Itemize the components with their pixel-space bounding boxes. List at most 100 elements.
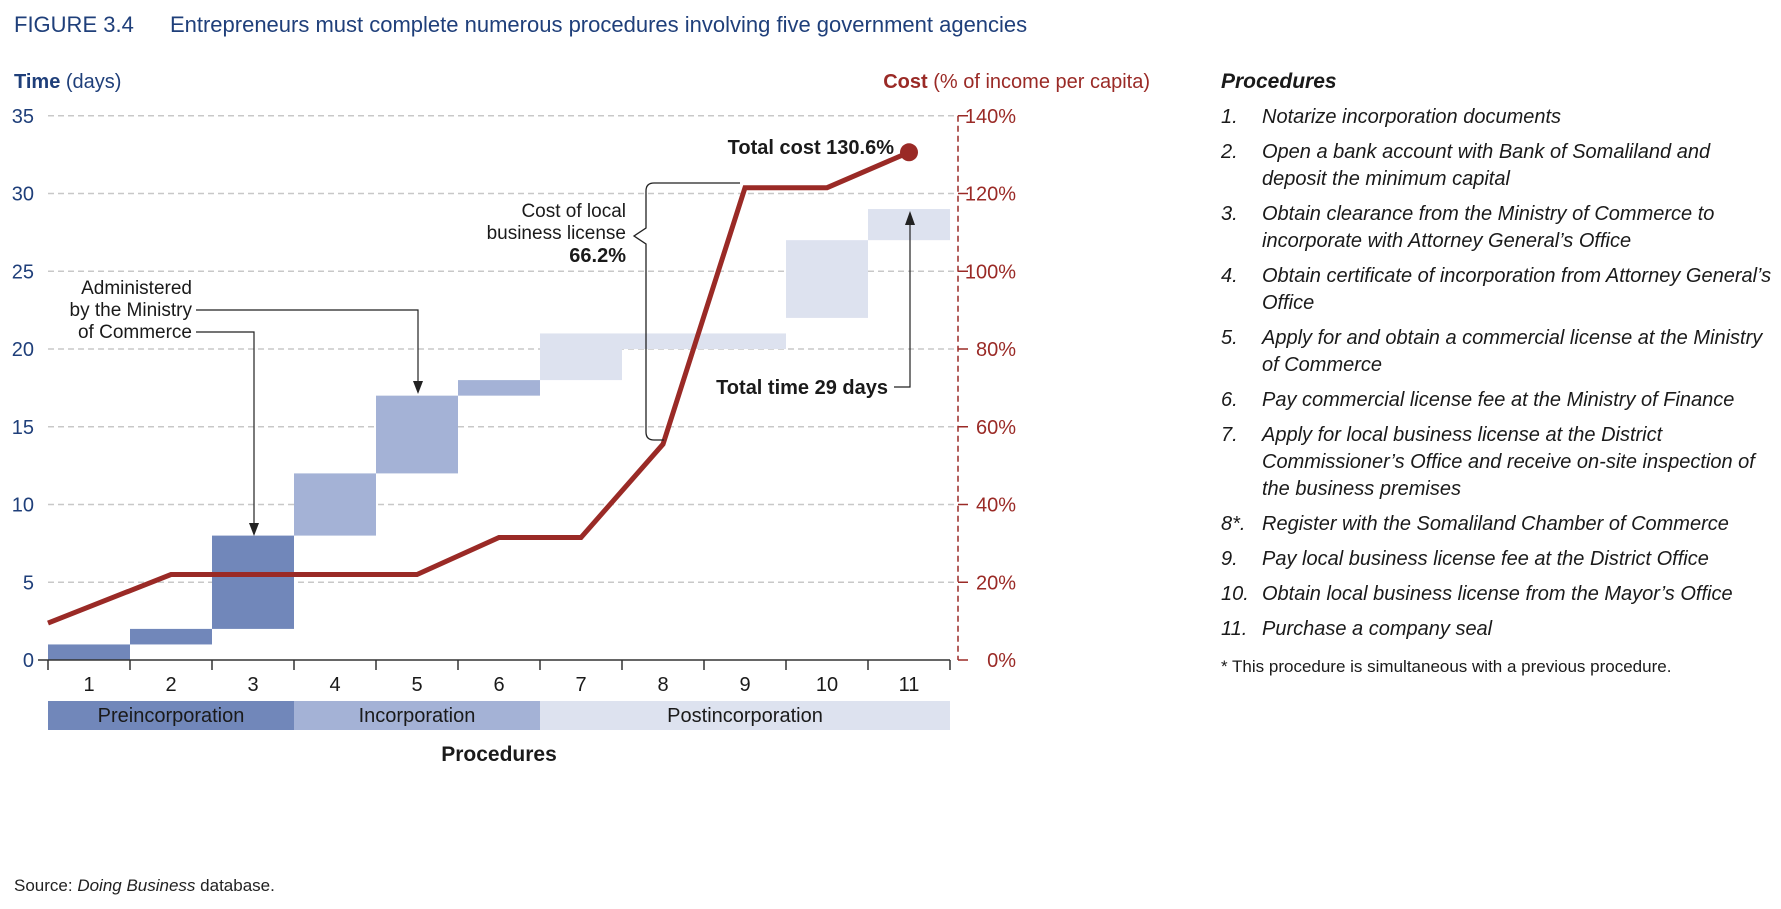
procedure-text: Open a bank account with Bank of Somalil… xyxy=(1262,141,1711,190)
x-tick-label: 1 xyxy=(83,674,94,696)
local-license-annotation-text: Cost of local xyxy=(521,201,626,222)
procedure-number: 4. xyxy=(1221,265,1238,287)
left-axis-title-bold: Time xyxy=(14,71,61,93)
time-tick-label: 35 xyxy=(12,106,34,128)
total-time-leader xyxy=(894,222,911,388)
procedure-item: 1. Notarize incorporation documents xyxy=(1221,104,1773,131)
procedure-number: 5. xyxy=(1221,327,1238,349)
local-license-annotation-text: business license xyxy=(487,223,626,244)
procedure-number: 11. xyxy=(1221,618,1248,640)
time-bar-9 xyxy=(704,333,786,349)
cost-endpoint-marker xyxy=(900,143,918,162)
source-prefix: Source: xyxy=(14,876,78,895)
x-tick-label: 4 xyxy=(329,674,340,696)
left-axis-title-unit: (days) xyxy=(60,71,122,93)
cost-tick-label: 100% xyxy=(965,261,1016,283)
ministry-leader-to-3 xyxy=(196,331,255,526)
procedure-item: 9. Pay local business license fee at the … xyxy=(1221,546,1773,573)
procedure-number: 10. xyxy=(1221,583,1249,605)
local-license-brace xyxy=(632,182,740,441)
x-tick-label: 5 xyxy=(411,674,422,696)
procedure-number: 1. xyxy=(1221,106,1238,128)
time-tick-label: 20 xyxy=(12,339,34,361)
procedure-text: Apply for local business license at the … xyxy=(1262,424,1755,500)
procedure-item: 7. Apply for local business license at th… xyxy=(1221,422,1773,503)
cost-tick-label: 40% xyxy=(976,495,1016,517)
procedure-item: 10. Obtain local business license from th… xyxy=(1221,581,1773,608)
cost-tick-label: 80% xyxy=(976,339,1016,361)
procedures-list: 1. Notarize incorporation documents 2. Open… xyxy=(1221,104,1773,643)
figure-title: Entrepreneurs must complete numerous pro… xyxy=(169,12,1028,37)
procedures-footnote: * This procedure is simultaneous with a … xyxy=(1221,657,1672,676)
right-axis-title-bold: Cost xyxy=(883,71,928,93)
source-note: Source: Doing Business database. xyxy=(14,876,275,896)
time-bar-10 xyxy=(786,240,868,318)
procedure-text: Pay local business license fee at the Di… xyxy=(1262,548,1709,570)
phase-label: Preincorporation xyxy=(98,705,245,727)
procedure-item: 2. Open a bank account with Bank of Somal… xyxy=(1221,139,1773,193)
procedure-number: 2. xyxy=(1221,141,1238,163)
time-tick-label: 10 xyxy=(12,495,34,517)
procedure-item: 4. Obtain certificate of incorporation fr… xyxy=(1221,263,1773,317)
local-license-value: 66.2% xyxy=(569,245,626,267)
time-tick-label: 15 xyxy=(12,417,34,439)
cost-tick-label: 20% xyxy=(976,572,1016,594)
right-axis-title: Cost (% of income per capita) xyxy=(883,71,1150,94)
x-tick-label: 3 xyxy=(247,674,258,696)
procedures-panel: Procedures 1. Notarize incorporation docu… xyxy=(1221,70,1773,677)
time-bars xyxy=(48,209,950,660)
chart: 051015202530350%20%40%60%80%100%120%140%… xyxy=(12,106,1016,766)
gridlines xyxy=(48,115,958,583)
arrowhead xyxy=(905,211,915,225)
source-suffix: database. xyxy=(195,876,275,895)
cost-tick-label: 120% xyxy=(965,184,1016,206)
right-axis-title-unit: (% of income per capita) xyxy=(927,71,1150,93)
time-tick-label: 25 xyxy=(12,261,34,283)
left-axis-title: Time (days) xyxy=(14,71,121,94)
procedure-item: 11. Purchase a company seal xyxy=(1221,616,1773,643)
procedure-text: Purchase a company seal xyxy=(1262,618,1493,640)
procedure-text: Apply for and obtain a commercial licens… xyxy=(1262,327,1763,376)
procedure-item: 8*. Register with the Somaliland Chamber … xyxy=(1221,511,1773,538)
total-cost-label: Total cost 130.6% xyxy=(728,137,895,159)
figure-header: FIGURE 3.4 Entrepreneurs must complete n… xyxy=(14,12,1027,38)
time-bar-2 xyxy=(130,628,212,645)
cost-line-layer xyxy=(47,143,918,626)
procedure-number: 9. xyxy=(1221,548,1238,570)
procedure-number: 8*. xyxy=(1221,513,1246,535)
axes-layer: 051015202530350%20%40%60%80%100%120%140%… xyxy=(12,106,1016,766)
time-bar-8 xyxy=(622,333,704,349)
x-tick-label: 11 xyxy=(899,674,920,696)
cost-tick-label: 60% xyxy=(976,417,1016,439)
total-time-label: Total time 29 days xyxy=(716,377,888,399)
cost-tick-label: 0% xyxy=(987,650,1016,672)
procedure-number: 6. xyxy=(1221,389,1238,411)
phase-band xyxy=(540,701,950,730)
arrowhead xyxy=(249,523,259,536)
x-tick-label: 2 xyxy=(165,674,176,696)
phase-band xyxy=(48,701,294,730)
phase-bands: Preincorporation Incorporation Postincorpo… xyxy=(48,701,950,730)
phase-label: Postincorporation xyxy=(667,705,823,727)
time-tick-label: 5 xyxy=(23,572,34,594)
time-bar-4 xyxy=(294,473,376,536)
procedure-text: Pay commercial license fee at the Minist… xyxy=(1262,389,1735,411)
procedure-number: 3. xyxy=(1221,203,1238,225)
arrowhead xyxy=(413,381,423,394)
figure-number: FIGURE 3.4 xyxy=(14,12,134,37)
time-bar-6 xyxy=(458,380,540,396)
ministry-annotation-text: of Commerce xyxy=(78,322,192,343)
procedure-text: Notarize incorporation documents xyxy=(1262,106,1562,128)
cost-line xyxy=(47,150,910,626)
time-bar-5 xyxy=(376,395,458,474)
procedure-text: Obtain certificate of incorporation from… xyxy=(1262,265,1772,314)
ministry-annotation-text: Administered xyxy=(81,278,192,299)
x-tick-label: 8 xyxy=(657,674,668,696)
procedure-item: 6. Pay commercial license fee at the Mini… xyxy=(1221,387,1773,414)
ministry-leader-to-5 xyxy=(196,309,419,384)
x-tick-label: 9 xyxy=(739,674,750,696)
time-tick-label: 0 xyxy=(23,650,34,672)
phase-band xyxy=(294,701,540,730)
x-tick-label: 6 xyxy=(493,674,504,696)
